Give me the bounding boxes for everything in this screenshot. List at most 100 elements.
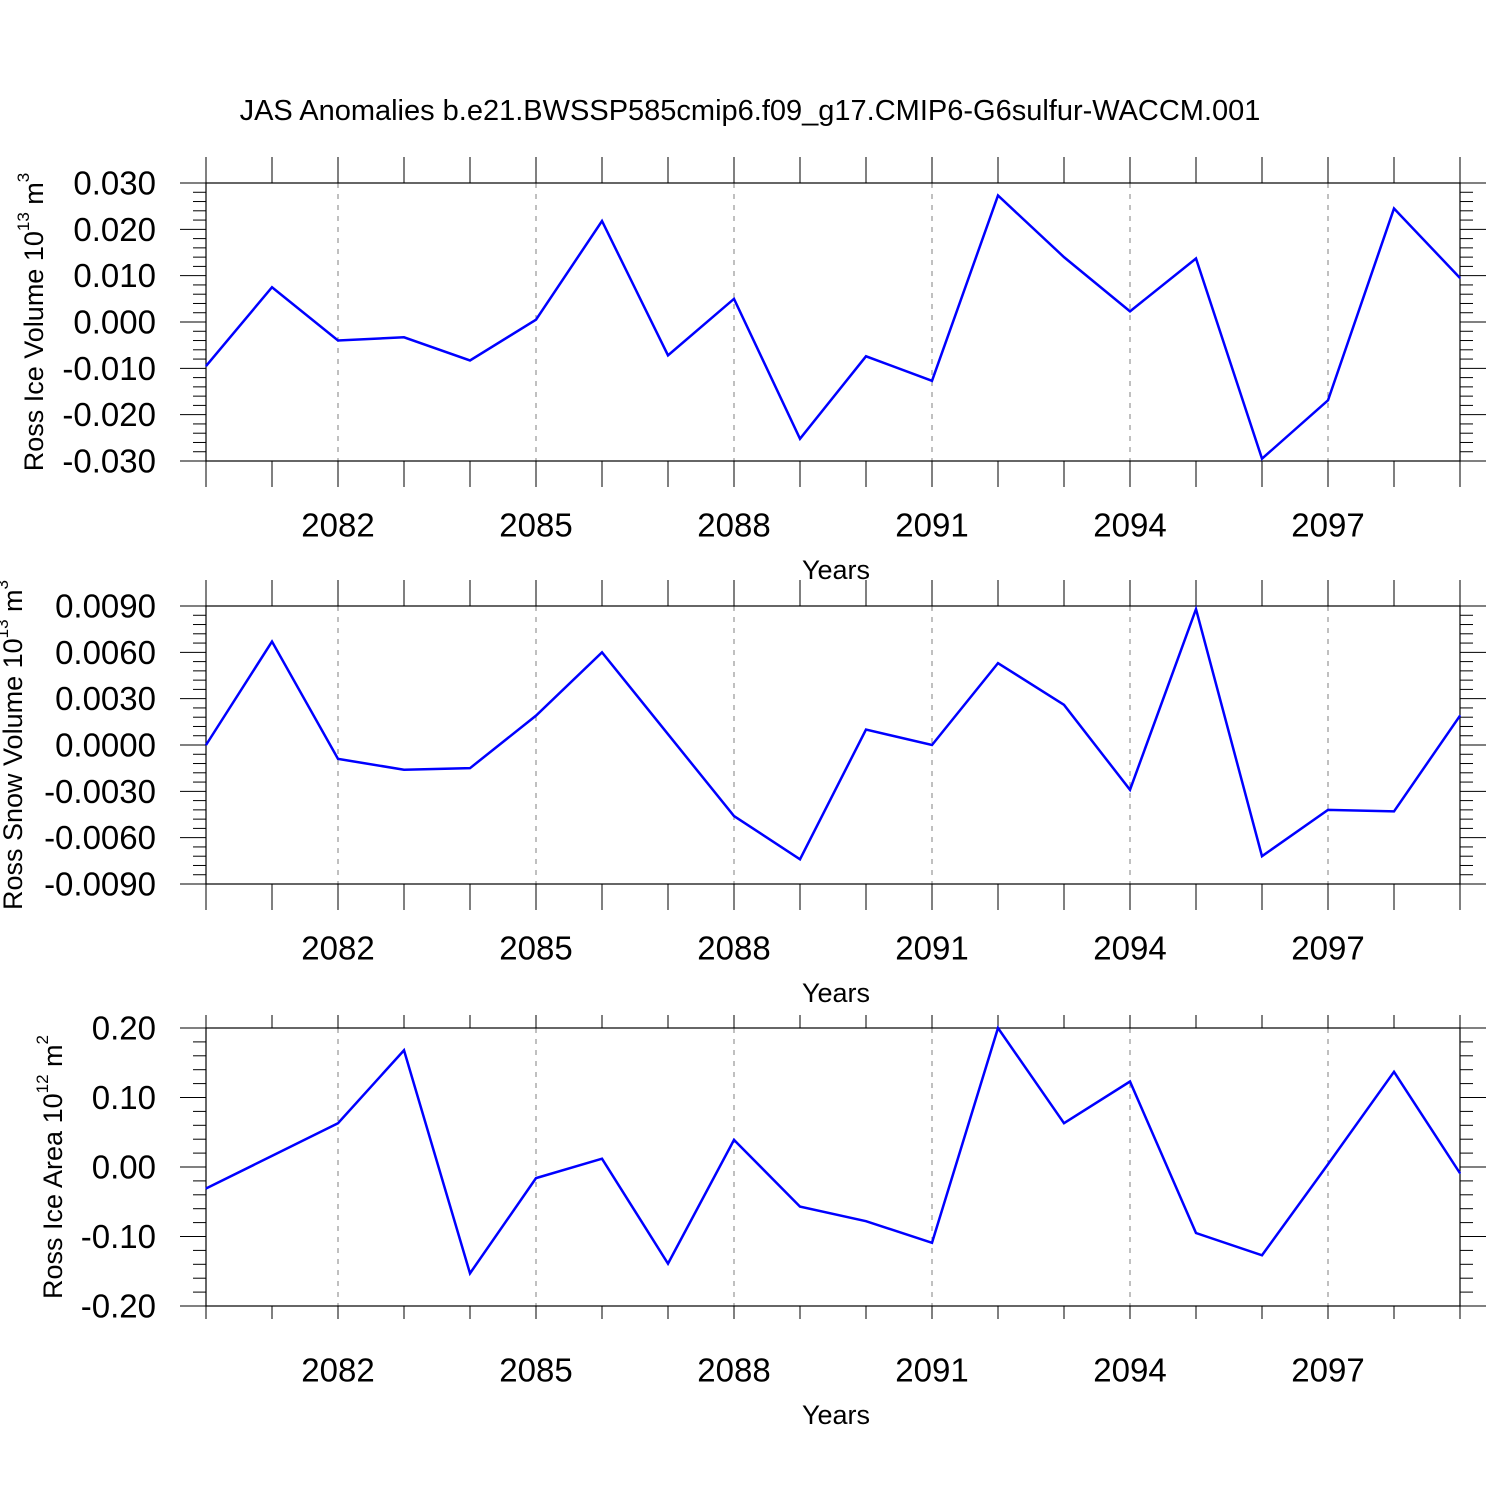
y-axis-title: Ross Ice Volume 1013 m3 — [14, 173, 50, 472]
data-point — [1129, 310, 1131, 312]
data-point — [1261, 1254, 1263, 1256]
data-point — [865, 355, 867, 357]
data-point — [337, 758, 339, 760]
data-point — [865, 1220, 867, 1222]
x-tick-label: 2091 — [895, 507, 968, 544]
data-point — [733, 1139, 735, 1141]
data-point — [667, 733, 669, 735]
data-point — [799, 858, 801, 860]
data-point — [931, 1242, 933, 1244]
data-point — [403, 336, 405, 338]
data-point — [535, 319, 537, 321]
plot-frame — [205, 182, 1461, 462]
y-axis-title: Ross Ice Area 1012 m2 — [33, 1035, 69, 1299]
data-point — [1327, 809, 1329, 811]
x-tick-label: 2088 — [697, 930, 770, 967]
data-point — [601, 1158, 603, 1160]
data-point — [601, 651, 603, 653]
y-tick-label: 0.020 — [73, 211, 156, 248]
y-tick-label: 0.0000 — [55, 727, 156, 764]
data-point — [667, 354, 669, 356]
data-point — [469, 767, 471, 769]
x-tick-label: 2085 — [499, 930, 572, 967]
data-point — [337, 339, 339, 342]
y-tick-label: -0.10 — [81, 1218, 156, 1255]
y-tick-label: 0.000 — [73, 304, 156, 341]
data-point — [1261, 855, 1263, 857]
data-point — [271, 286, 273, 288]
x-tick-label: 2091 — [895, 1352, 968, 1389]
panel-1: -0.030 -0.020 -0.010 0.000 0.010 0.020 0.030 20… — [14, 157, 1486, 585]
plot-frame — [205, 605, 1461, 885]
panel-2: -0.0090 -0.0060 -0.0030 0.0000 0.0030 0.0060 0… — [0, 580, 1486, 1008]
y-tick-label: -0.030 — [62, 443, 156, 480]
x-tick-label: 2085 — [499, 507, 572, 544]
data-point — [733, 298, 735, 300]
data-point — [535, 1177, 537, 1179]
data-point — [865, 728, 867, 731]
data-point — [1261, 458, 1263, 460]
y-tick-label: -0.0060 — [44, 819, 156, 856]
data-point — [1327, 1163, 1329, 1165]
data-point — [667, 1263, 669, 1265]
x-tick-label: 2094 — [1093, 507, 1166, 544]
data-point — [1063, 704, 1065, 706]
data-point — [1459, 1172, 1461, 1174]
data-point — [997, 1027, 999, 1029]
data-point — [733, 815, 735, 817]
x-axis-title: Years — [802, 978, 870, 1008]
data-point — [1459, 277, 1461, 279]
y-tick-label: -0.0090 — [44, 866, 156, 903]
data-point — [469, 359, 471, 362]
data-point — [931, 744, 933, 746]
data-point — [1063, 256, 1065, 258]
data-point — [601, 220, 603, 222]
data-point — [271, 640, 273, 643]
data-point — [799, 438, 801, 440]
data-point — [205, 744, 207, 746]
y-tick-label: 0.0060 — [55, 634, 156, 671]
data-point — [205, 365, 207, 367]
panel-3: -0.20 -0.10 0.00 0.10 0.20 2082 2085 2088 2091 20… — [33, 1010, 1486, 1430]
data-point — [535, 715, 537, 717]
y-tick-label: -0.0030 — [44, 773, 156, 810]
series-line — [204, 604, 1462, 862]
data-point — [799, 1206, 801, 1208]
x-axis-title: Years — [802, 1400, 870, 1430]
data-point — [1195, 1232, 1197, 1234]
x-tick-label: 2088 — [697, 1352, 770, 1389]
chart-title: JAS Anomalies b.e21.BWSSP585cmip6.f09_g1… — [240, 95, 1261, 127]
data-point — [1459, 715, 1461, 717]
data-point — [403, 769, 405, 771]
data-point — [1195, 608, 1197, 610]
y-tick-label: -0.010 — [62, 350, 156, 387]
data-point — [1393, 1071, 1395, 1073]
plot-frame — [205, 1027, 1461, 1307]
data-point — [1129, 789, 1131, 791]
data-point — [337, 1122, 339, 1124]
data-point — [1195, 257, 1197, 260]
x-tick-label: 2082 — [301, 507, 374, 544]
data-point — [205, 1187, 207, 1190]
y-tick-label: 0.10 — [92, 1079, 156, 1116]
data-point — [931, 380, 933, 382]
x-tick-label: 2097 — [1291, 1352, 1364, 1389]
x-tick-label: 2082 — [301, 1352, 374, 1389]
x-tick-label: 2091 — [895, 930, 968, 967]
data-point — [1063, 1122, 1065, 1124]
y-tick-label: 0.00 — [92, 1149, 156, 1186]
data-point — [1393, 810, 1395, 813]
x-tick-label: 2094 — [1093, 1352, 1166, 1389]
series-line — [205, 1025, 1462, 1277]
data-point — [1327, 399, 1329, 401]
x-tick-label: 2085 — [499, 1352, 572, 1389]
x-axis-title: Years — [802, 555, 870, 585]
y-tick-label: 0.20 — [92, 1010, 156, 1047]
y-axis-title: Ross Snow Volume 1013 m3 — [0, 580, 28, 910]
y-tick-label: 0.030 — [73, 165, 156, 202]
y-tick-label: 0.0090 — [55, 588, 156, 625]
data-point — [1393, 207, 1395, 210]
data-point — [271, 1155, 273, 1157]
series-line — [205, 193, 1461, 461]
